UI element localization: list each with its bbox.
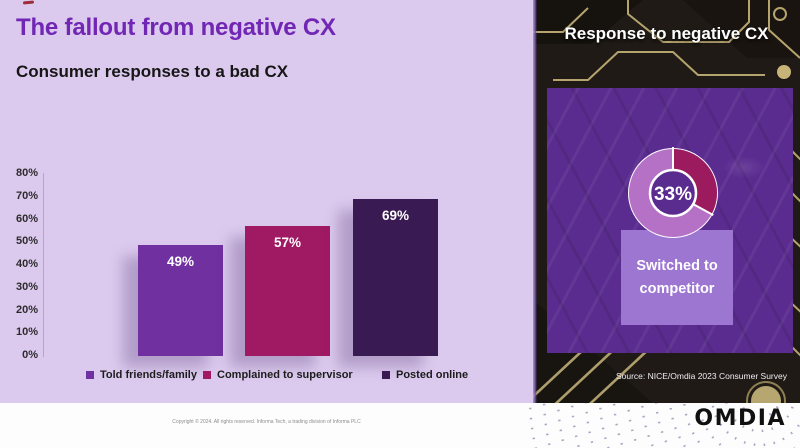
legend-label: Told friends/family xyxy=(100,369,197,381)
y-axis-tick: 0% xyxy=(22,349,38,361)
y-axis-tick: 50% xyxy=(15,235,38,248)
legend-swatch-icon xyxy=(86,371,94,379)
panel-edge-highlight xyxy=(533,0,537,403)
bar-1: 57% xyxy=(245,226,330,356)
legend-swatch-icon xyxy=(382,371,390,379)
legend-item: Posted online xyxy=(382,369,468,381)
slide-title: The fallout from negative CX xyxy=(16,14,336,41)
segment-separator xyxy=(690,202,714,217)
copyright-text: Copyright © 2024. All rights reserved. I… xyxy=(172,419,361,425)
legend-swatch-icon xyxy=(203,371,211,379)
omdia-logo: OMDIA xyxy=(694,406,786,431)
y-axis-tick: 40% xyxy=(15,258,38,270)
slide-subtitle: Consumer responses to a bad CX xyxy=(16,62,289,81)
legend-item: Told friends/family xyxy=(86,369,197,381)
callout-box: Switched to competitor 33% xyxy=(547,88,793,353)
bar-value-label: 57% xyxy=(273,235,302,251)
source-note: Source: NICE/Omdia 2023 Consumer Survey xyxy=(615,371,787,381)
y-axis-tick: 30% xyxy=(15,280,38,293)
corner-mark xyxy=(22,0,35,5)
bar-0: 49% xyxy=(138,244,223,356)
legend-label: Posted online xyxy=(396,369,469,381)
callout-title: Response to negative CX xyxy=(564,24,769,43)
y-axis-tick: 70% xyxy=(15,189,38,202)
bar-2: 69% xyxy=(353,199,438,356)
main-panel: The fallout from negative CX Consumer re… xyxy=(0,0,533,403)
y-axis-tick: 10% xyxy=(15,326,38,339)
bar-value-label: 69% xyxy=(381,208,410,224)
y-axis-tick: 60% xyxy=(15,212,38,225)
donut-callout-label: Switched to competitor xyxy=(621,230,733,325)
y-axis-tick: 80% xyxy=(15,167,38,179)
donut-hole xyxy=(648,168,698,218)
y-axis-tick: 20% xyxy=(15,303,38,316)
donut-chart: 33% xyxy=(628,147,718,238)
footer: Copyright © 2024. All rights reserved. I… xyxy=(0,403,800,448)
legend-item: Complained to supervisor xyxy=(203,369,353,381)
dotted-swirl-pattern xyxy=(528,403,800,448)
legend-label: Complained to supervisor xyxy=(217,369,353,381)
y-axis-line xyxy=(43,173,44,357)
donut-center-value: 33% xyxy=(654,184,692,205)
callout-panel: Response to negative CX Switched to comp… xyxy=(533,0,800,403)
bar-value-label: 49% xyxy=(166,253,195,269)
